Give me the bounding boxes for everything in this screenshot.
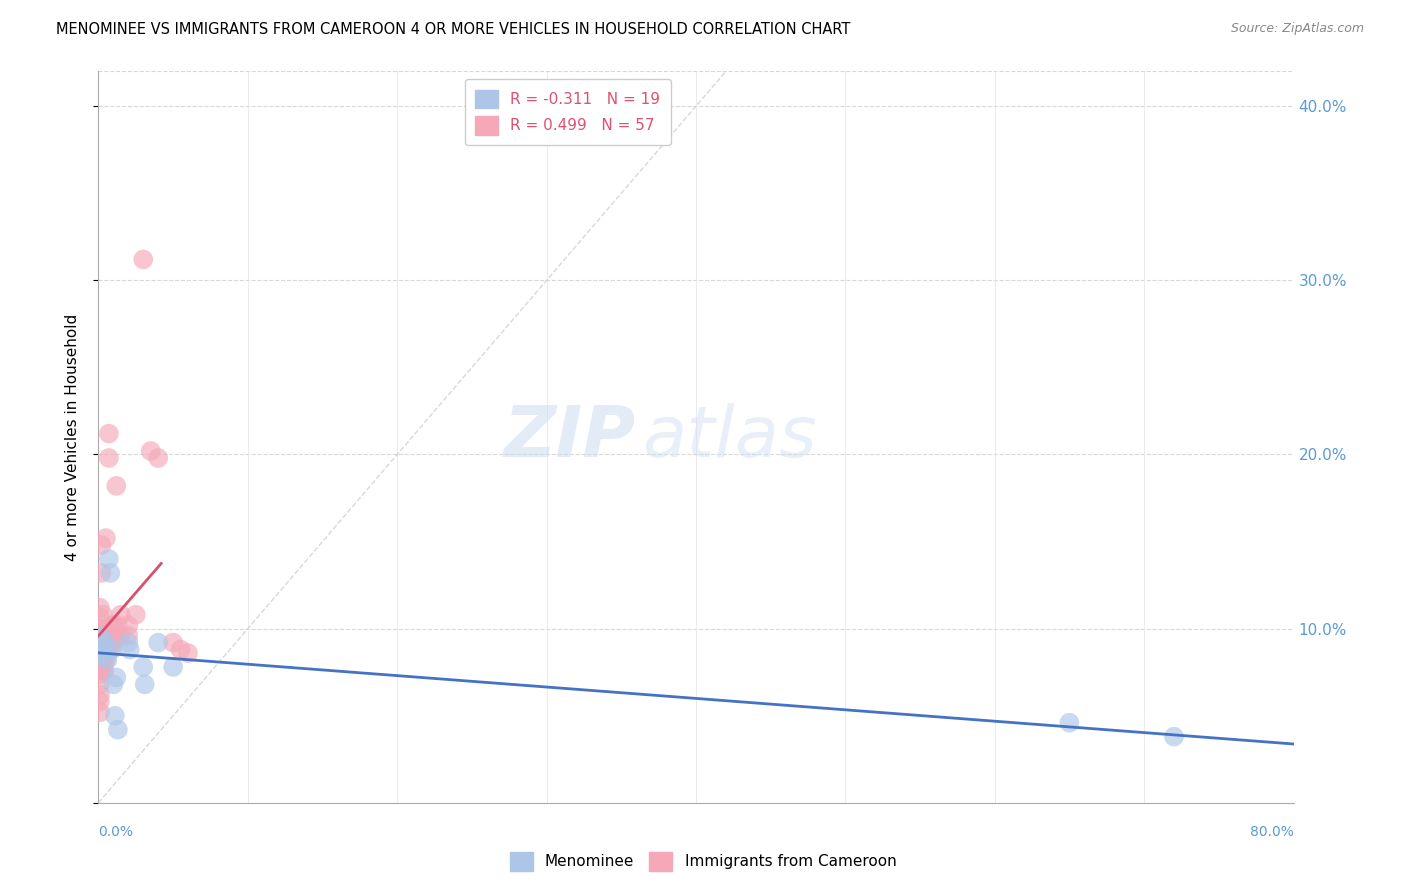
Point [90,653,112,667]
Point [1059,715,1081,730]
Point [96,635,118,649]
Point [101,618,124,632]
Point [94,642,117,657]
Point [97,450,120,465]
Point [90,664,112,678]
Point [110,629,132,643]
Point [107,723,129,737]
Point [1163,730,1185,744]
Point [91,653,114,667]
Point [90,625,112,640]
Point [105,479,128,493]
Point [90,632,112,646]
Point [177,646,200,660]
Point [148,450,170,465]
Point [91,664,114,678]
Point [107,629,129,643]
Point [103,635,125,649]
Point [94,531,117,545]
Point [139,444,162,458]
Point [100,642,122,657]
Point [89,639,111,653]
Text: MENOMINEE VS IMMIGRANTS FROM CAMEROON 4 OR MORE VEHICLES IN HOUSEHOLD CORRELATIO: MENOMINEE VS IMMIGRANTS FROM CAMEROON 4 … [56,22,851,37]
Point [89,705,111,719]
Point [132,660,155,674]
Point [169,642,191,657]
Point [94,642,117,657]
Y-axis label: 4 or more Vehicles in Household: 4 or more Vehicles in Household [65,313,80,561]
Text: 80.0%: 80.0% [1250,825,1294,839]
Point [110,607,132,622]
Point [89,611,111,625]
Point [89,629,111,643]
Text: Source: ZipAtlas.com: Source: ZipAtlas.com [1230,22,1364,36]
Point [90,642,112,657]
Point [104,708,127,723]
Point [93,653,115,667]
Point [100,566,122,580]
Point [89,622,111,636]
Point [117,635,139,649]
Point [105,670,128,684]
Point [103,677,125,691]
Point [90,538,112,552]
Point [93,664,115,678]
Point [101,629,124,643]
Point [117,629,139,643]
Point [94,635,117,649]
Point [148,635,170,649]
Point [89,677,111,691]
Point [118,642,141,657]
Point [107,618,129,632]
Point [93,635,115,649]
Legend: R = -0.311   N = 19, R = 0.499   N = 57: R = -0.311 N = 19, R = 0.499 N = 57 [464,79,671,145]
Point [90,631,112,645]
Point [103,629,125,643]
Point [91,607,114,622]
Text: ZIP: ZIP [503,402,637,472]
Point [134,677,156,691]
Point [125,607,148,622]
Point [93,635,115,649]
Point [94,653,117,667]
Text: 0.0%: 0.0% [98,825,134,839]
Point [117,618,139,632]
Point [89,695,111,709]
Point [91,648,114,662]
Legend: Menominee, Immigrants from Cameroon: Menominee, Immigrants from Cameroon [501,843,905,880]
Point [90,566,112,580]
Point [96,653,118,667]
Point [91,632,114,646]
Point [91,642,114,657]
Point [89,688,111,702]
Point [89,646,111,660]
Point [89,600,111,615]
Point [97,426,120,441]
Point [101,642,124,657]
Point [100,635,122,649]
Point [162,660,184,674]
Point [162,635,184,649]
Point [89,667,111,681]
Point [132,252,155,267]
Point [97,552,120,566]
Point [93,642,115,657]
Text: atlas: atlas [643,402,817,472]
Point [96,642,118,657]
Point [103,618,125,632]
Point [89,657,111,671]
